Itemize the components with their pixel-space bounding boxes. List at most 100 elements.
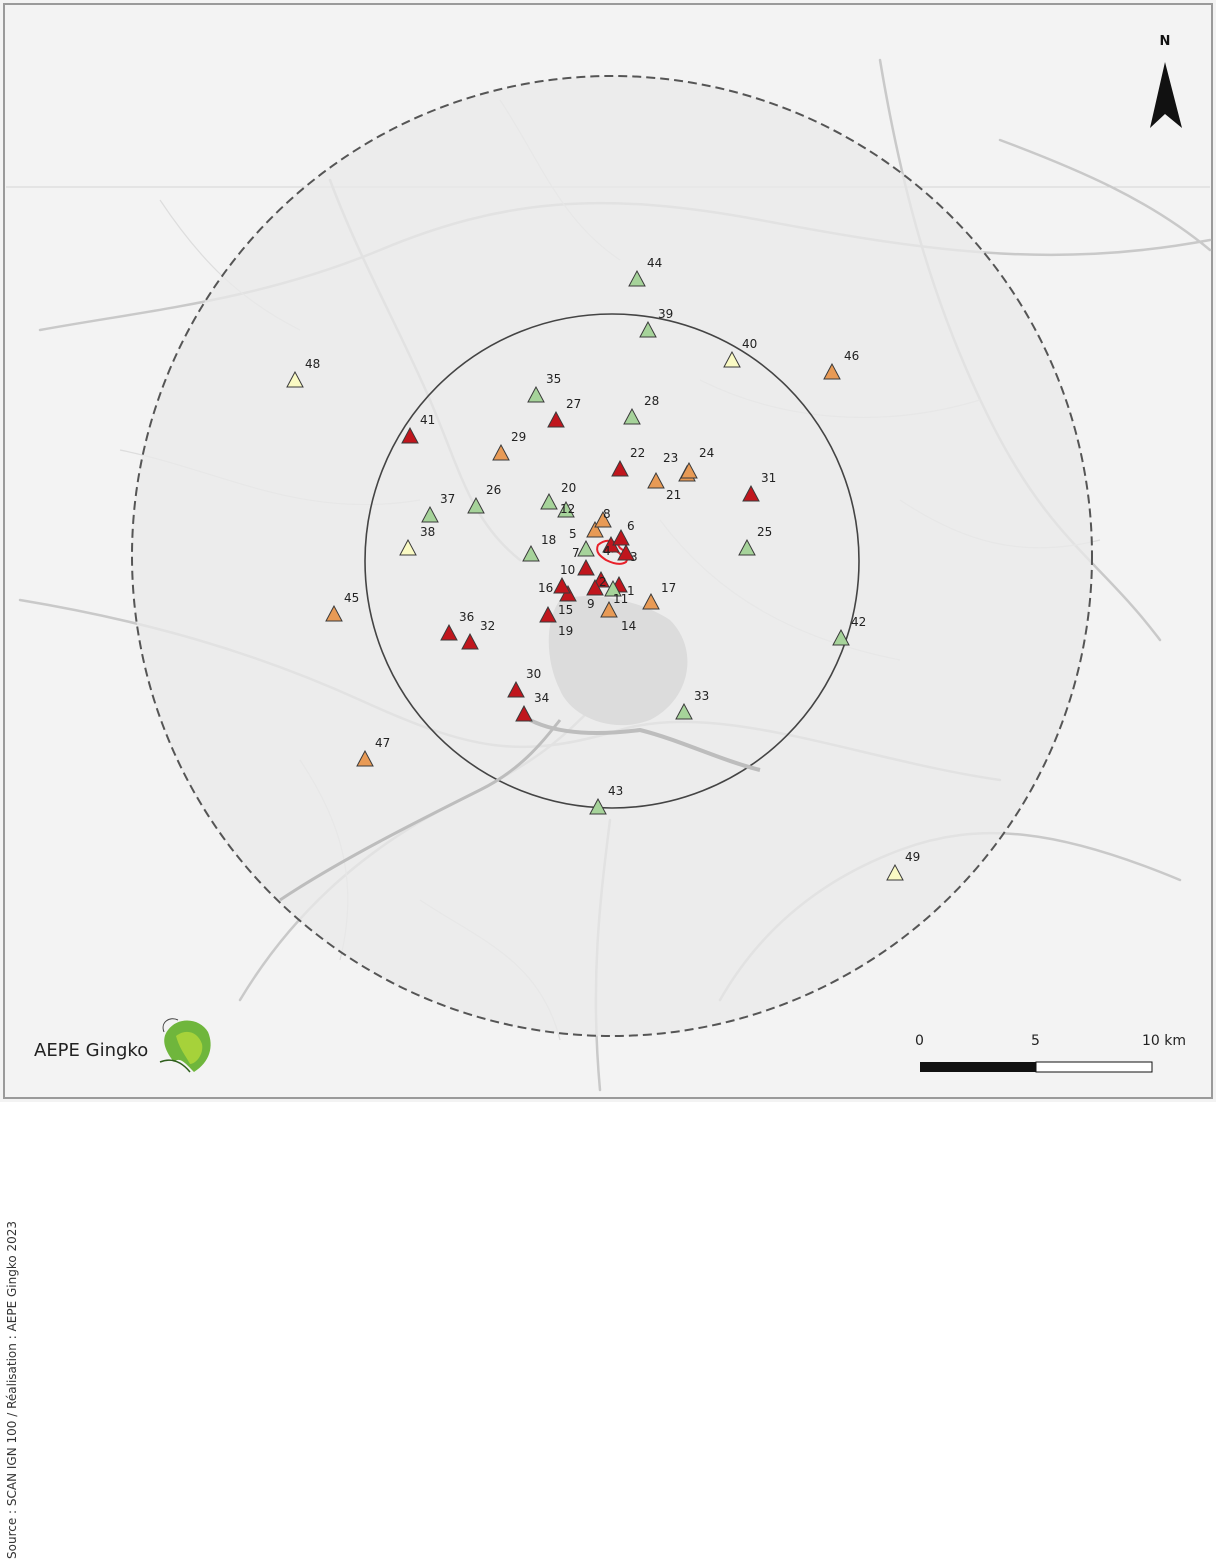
site-label: 33	[694, 689, 709, 703]
site-label: 22	[630, 446, 645, 460]
site-label: 31	[761, 471, 776, 485]
site-triangle-icon	[639, 320, 657, 338]
site-marker-38[interactable]: 38	[399, 525, 435, 556]
site-triangle-icon	[553, 576, 571, 594]
site-marker-47[interactable]: 47	[356, 736, 390, 767]
site-triangle-icon	[557, 500, 575, 518]
scale-bar	[920, 1061, 1153, 1073]
site-marker-32[interactable]: 32	[461, 619, 495, 650]
site-marker-14[interactable]: 14	[600, 600, 636, 633]
site-label: 38	[420, 525, 435, 539]
site-marker-12[interactable]: 12	[557, 500, 575, 518]
site-marker-25[interactable]: 25	[738, 525, 772, 556]
site-marker-33[interactable]: 33	[675, 689, 709, 720]
site-triangle-icon	[492, 443, 510, 461]
site-marker-17[interactable]: 17	[642, 581, 676, 610]
scale-label-0: 0	[915, 1033, 924, 1049]
site-triangle-icon	[577, 539, 595, 557]
site-triangle-icon	[647, 471, 665, 489]
site-marker-48[interactable]: 48	[286, 357, 320, 388]
map-border	[3, 3, 1213, 1099]
site-label: 29	[511, 430, 526, 444]
site-label: 1	[627, 584, 635, 598]
site-marker-22[interactable]: 22	[611, 446, 645, 477]
site-label: 28	[644, 394, 659, 408]
site-marker-36[interactable]: 36	[440, 610, 474, 641]
site-marker-39[interactable]: 39	[639, 307, 673, 338]
site-marker-8[interactable]: 8	[594, 507, 612, 528]
site-marker-49[interactable]: 49	[886, 850, 920, 881]
site-label: 37	[440, 492, 455, 506]
site-label: 27	[566, 397, 581, 411]
site-triangle-icon	[832, 628, 850, 646]
site-triangle-icon	[623, 407, 641, 425]
urban-area	[548, 596, 688, 726]
site-marker-44[interactable]: 44	[628, 256, 662, 287]
site-label: 11	[613, 592, 628, 606]
site-marker-28[interactable]: 28	[623, 394, 659, 425]
site-marker-31[interactable]: 31	[742, 471, 776, 502]
site-triangle-icon	[628, 269, 646, 287]
site-marker-3[interactable]: 3	[617, 543, 638, 564]
site-marker-35[interactable]: 35	[527, 372, 561, 403]
site-label: 7	[572, 546, 580, 560]
site-label: 20	[561, 481, 576, 495]
major-road-west	[279, 719, 562, 902]
site-marker-37[interactable]: 37	[421, 492, 455, 523]
site-triangle-icon	[507, 680, 525, 698]
site-marker-9[interactable]: 9	[586, 578, 604, 611]
site-triangle-icon	[823, 362, 841, 380]
outer-study-area	[131, 75, 1093, 1037]
site-triangle-icon	[617, 543, 635, 561]
site-marker-40[interactable]: 40	[723, 337, 757, 368]
site-triangle-icon	[356, 749, 374, 767]
site-triangle-icon	[522, 544, 540, 562]
site-marker-7[interactable]: 7	[572, 539, 595, 560]
site-marker-10[interactable]: 10	[560, 558, 595, 577]
site-triangle-icon	[642, 592, 660, 610]
site-marker-11[interactable]: 11	[604, 579, 628, 606]
site-label: 6	[627, 519, 635, 533]
site-triangle-icon	[325, 604, 343, 622]
site-marker-30[interactable]: 30	[507, 667, 541, 698]
site-label: 23	[663, 451, 678, 465]
site-marker-29[interactable]: 29	[492, 430, 526, 461]
site-marker-6[interactable]: 6	[612, 519, 635, 546]
site-marker-41[interactable]: 41	[401, 413, 435, 444]
site-marker-26[interactable]: 26	[467, 483, 501, 514]
site-label: 26	[486, 483, 501, 497]
site-marker-19[interactable]: 19	[539, 605, 573, 638]
site-label: 40	[742, 337, 757, 351]
site-marker-21[interactable]: 21	[647, 471, 681, 502]
site-label: 42	[851, 615, 866, 629]
site-marker-24[interactable]: 24	[680, 446, 714, 479]
gingko-logo-icon	[159, 1018, 211, 1073]
site-label: 25	[757, 525, 772, 539]
site-marker-20[interactable]: 20	[540, 481, 576, 510]
site-triangle-icon	[467, 496, 485, 514]
site-label: 47	[375, 736, 390, 750]
site-marker-45[interactable]: 45	[325, 591, 359, 622]
site-triangle-icon	[589, 797, 607, 815]
site-marker-18[interactable]: 18	[522, 533, 556, 562]
site-triangle-icon	[515, 704, 533, 722]
site-triangle-icon	[577, 558, 595, 576]
site-marker-16[interactable]: 16	[538, 576, 571, 595]
site-triangle-icon	[540, 492, 558, 510]
site-marker-34[interactable]: 34	[515, 691, 549, 722]
site-label: 17	[661, 581, 676, 595]
inner-study-area	[364, 313, 860, 809]
site-triangle-icon	[594, 510, 612, 528]
site-label: 16	[538, 581, 553, 595]
site-label: 30	[526, 667, 541, 681]
site-triangle-icon	[399, 538, 417, 556]
site-marker-43[interactable]: 43	[589, 784, 623, 815]
site-marker-46[interactable]: 46	[823, 349, 859, 380]
site-label: 44	[647, 256, 662, 270]
site-marker-5[interactable]: 5	[569, 520, 604, 541]
site-marker-27[interactable]: 27	[547, 397, 581, 428]
site-marker-42[interactable]: 42	[832, 615, 866, 646]
site-label: 19	[558, 624, 573, 638]
